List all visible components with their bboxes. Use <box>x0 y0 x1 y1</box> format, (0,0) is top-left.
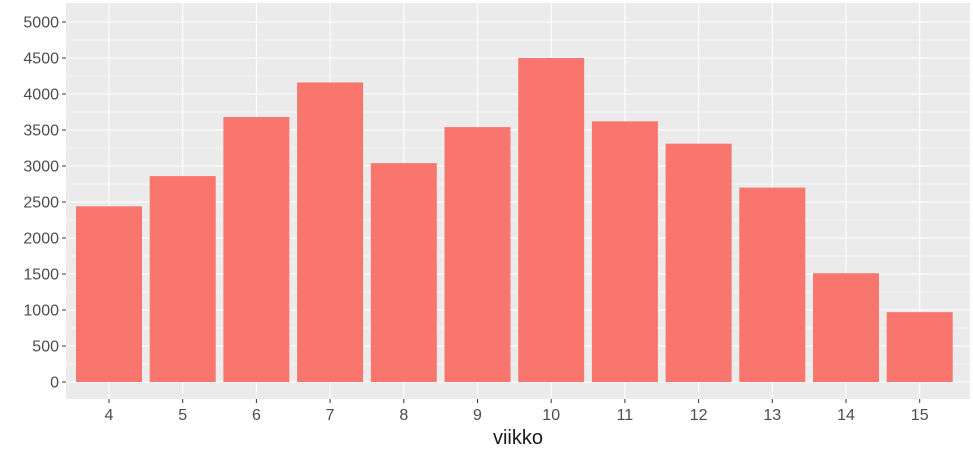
y-tick-label: 4000 <box>23 87 59 104</box>
y-axis: 0 500 1000 1500 2000 2500 3000 3500 4000 4500 5000 <box>23 15 66 392</box>
x-tick-label: 6 <box>252 407 261 424</box>
bar-week-8 <box>370 163 437 382</box>
bar-week-14 <box>813 273 879 382</box>
x-tick-label: 11 <box>617 407 634 424</box>
y-tick-label: 3000 <box>23 159 59 176</box>
x-tick-label: 4 <box>105 407 114 424</box>
bar-week-10 <box>518 58 585 382</box>
bar-week-5 <box>149 176 216 382</box>
bar-week-4 <box>76 206 142 382</box>
bar-week-15 <box>886 312 953 382</box>
bar-week-13 <box>739 187 806 382</box>
x-tick-label: 9 <box>473 407 482 424</box>
x-tick-label: 8 <box>399 407 408 424</box>
y-tick-label: 0 <box>50 375 59 392</box>
bar-week-9 <box>444 127 511 383</box>
bar-week-6 <box>223 117 290 382</box>
bar-week-7 <box>297 82 364 382</box>
bar-week-12 <box>665 143 732 382</box>
x-tick-label: 10 <box>542 407 560 424</box>
y-tick-label: 2500 <box>23 195 59 212</box>
x-tick-label: 5 <box>178 407 187 424</box>
x-axis-title: viikko <box>493 427 543 449</box>
y-tick-label: 5000 <box>23 15 59 32</box>
x-tick-label: 7 <box>326 407 335 424</box>
y-tick-label: 4500 <box>23 51 59 68</box>
y-tick-label: 1500 <box>23 267 59 284</box>
y-tick-label: 1000 <box>23 303 59 320</box>
x-tick-label: 13 <box>763 407 781 424</box>
x-tick-label: 12 <box>690 407 708 424</box>
bars <box>76 58 953 383</box>
x-tick-label: 15 <box>911 407 929 424</box>
bar-week-11 <box>591 121 658 383</box>
x-axis: 4 5 6 7 8 9 10 11 12 13 14 15 <box>105 399 929 424</box>
minor-gridlines <box>66 39 970 365</box>
y-tick-label: 2000 <box>23 231 59 248</box>
y-tick-label: 3500 <box>23 123 59 140</box>
x-tick-label: 14 <box>837 407 855 424</box>
y-tick-label: 500 <box>32 339 59 356</box>
